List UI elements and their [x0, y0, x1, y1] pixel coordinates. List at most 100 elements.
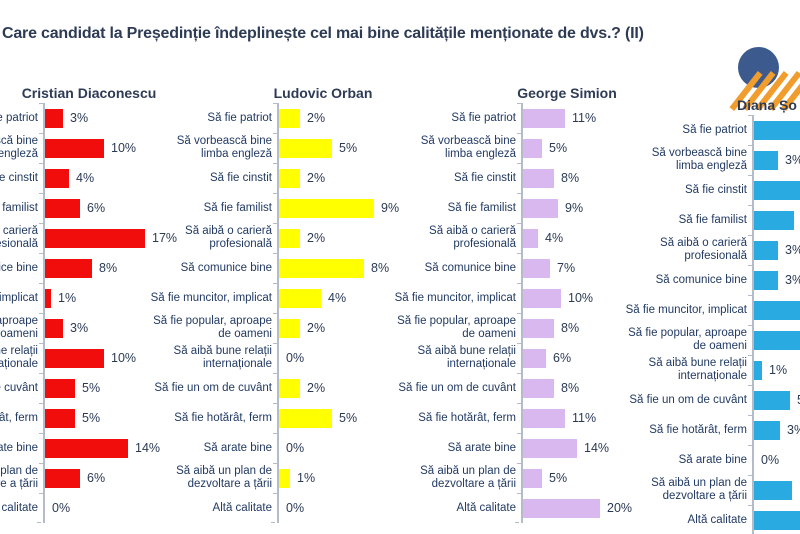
bar [279, 108, 300, 128]
bar-cell: 11% [517, 402, 674, 433]
chart-row: Să fie familist 9% [394, 192, 674, 223]
bar-cell: 8% [517, 312, 674, 343]
chart-ludovic-orban: Ludovic Orban Să fie patriot 2% Să vorbeas… [150, 85, 430, 523]
category-label: Să fie muncitor, implicat [394, 291, 516, 304]
bar-cell [748, 174, 800, 205]
category-label: Să fie cinstit [210, 171, 272, 184]
chart-title: Ludovic Orban [273, 85, 373, 101]
category-label: Să comunice bine [0, 261, 38, 274]
bar [45, 258, 92, 278]
category-label: Să arate bine [447, 441, 516, 454]
slide-title: Care candidat la Președinție îndeplineșt… [2, 25, 644, 42]
circle-decoration [738, 47, 779, 88]
bar-cell: 2% [273, 102, 430, 133]
chart-row: Să comunice bine 8% [0, 252, 196, 283]
bar [45, 408, 75, 428]
category-label: Să arate bine [0, 441, 38, 454]
category-label: Să arate bine [203, 441, 272, 454]
value-label: 6% [87, 471, 106, 485]
bar [45, 378, 75, 398]
chart-row: Să vorbească bine limba engleză 3% [625, 144, 800, 175]
chart-row: Să fie cinstit 8% [394, 162, 674, 193]
category-label: Să fie familist [203, 201, 272, 214]
value-label: 5% [82, 411, 101, 425]
category-label: Să vorbească bine limba engleză [651, 147, 747, 172]
bar-cell: 5% [39, 402, 196, 433]
bar-cell: 3% [39, 312, 196, 343]
value-label: 1% [297, 471, 316, 485]
chart-row: Să fie un om de cuvânt 2% [150, 372, 430, 403]
category-label: Să fie cinstit [454, 171, 516, 184]
category-label: Să aibă bune relații internaționale [0, 345, 38, 370]
value-label: 6% [553, 351, 572, 365]
category-label: Să fie hotărât, ferm [0, 411, 38, 424]
category-label: Să fie familist [447, 201, 516, 214]
bar [523, 438, 577, 458]
category-label: Să fie patriot [0, 111, 38, 124]
chart-row: Să aibă o carieră profesională 4% [394, 222, 674, 253]
value-label: 4% [76, 171, 95, 185]
value-label: 9% [381, 201, 400, 215]
bar [754, 420, 780, 440]
category-label: Să vorbească bine limba engleză [0, 135, 38, 160]
category-label: Să fie muncitor, implicat [0, 291, 38, 304]
category-label: Să aibă un plan de dezvoltare a țării [176, 465, 272, 490]
value-label: 7% [557, 261, 576, 275]
chart-row: Să fie cinstit 4% [0, 162, 196, 193]
chart-row: Să fie hotărât, ferm 5% [0, 402, 196, 433]
chart-row: Să aibă o carieră profesională 2% [150, 222, 430, 253]
value-label: 2% [307, 231, 326, 245]
category-label: Să fie hotărât, ferm [418, 411, 516, 424]
bar [754, 210, 794, 230]
chart-row: Să fie popular, aproape de oameni [625, 324, 800, 355]
bar [279, 378, 300, 398]
chart-row: Să aibă bune relații internaționale 1% [625, 354, 800, 385]
value-label: 14% [135, 441, 161, 455]
chart-row: Să arate bine 14% [0, 432, 196, 463]
value-label: 5% [339, 141, 358, 155]
chart-row: Să aibă un plan de dezvoltare a țării 6% [0, 462, 196, 493]
category-label: Să fie muncitor, implicat [150, 291, 272, 304]
category-label: Să aibă o carieră profesională [660, 237, 747, 262]
value-label: 10% [568, 291, 594, 305]
chart-diana-sosoaca: Diana Șo Să fie patriot Să vorbească bine… [625, 97, 800, 534]
bar [45, 198, 80, 218]
bar-cell: 9% [517, 192, 674, 223]
value-label: 3% [787, 423, 800, 437]
bar-cell: 0% [748, 444, 800, 475]
bar-cell [748, 204, 800, 235]
chart-row: Altă calitate 0% [0, 492, 196, 523]
bar [279, 168, 300, 188]
bar-cell: 14% [39, 432, 196, 463]
bar [754, 270, 778, 290]
chart-title: Cristian Diaconescu [21, 85, 157, 101]
value-label: 2% [307, 321, 326, 335]
bar-cell: 3% [748, 234, 800, 265]
bar-cell [748, 294, 800, 325]
bar [279, 228, 300, 248]
chart-row: Să aibă o carieră profesională 17% [0, 222, 196, 253]
bar [523, 138, 542, 158]
bar-cell: 1% [748, 354, 800, 385]
value-label: 1% [58, 291, 77, 305]
category-label: Să fie cinstit [685, 183, 747, 196]
bar [523, 318, 554, 338]
category-label: Să aibă o carieră profesională [0, 225, 38, 250]
bar [279, 198, 374, 218]
chart-row: Să aibă o carieră profesională 3% [625, 234, 800, 265]
category-label: Să aibă bune relații internaționale [417, 345, 516, 370]
chart-row: Să aibă un plan de dezvoltare a țării [625, 474, 800, 505]
value-label: 5 [797, 393, 800, 407]
category-label: Să fie familist [678, 213, 747, 226]
category-label: Să comunice bine [424, 261, 516, 274]
category-label: Altă calitate [0, 501, 38, 514]
bar-cell [748, 114, 800, 145]
bar-cell: 1% [39, 282, 196, 313]
bar [523, 378, 554, 398]
value-label: 0% [286, 501, 305, 515]
chart-row: Să arate bine 0% [625, 444, 800, 475]
bar-cell: 0% [273, 432, 430, 463]
bar-cell: 3% [748, 144, 800, 175]
bar [45, 438, 128, 458]
chart-row: Să fie un om de cuvânt 5 [625, 384, 800, 415]
